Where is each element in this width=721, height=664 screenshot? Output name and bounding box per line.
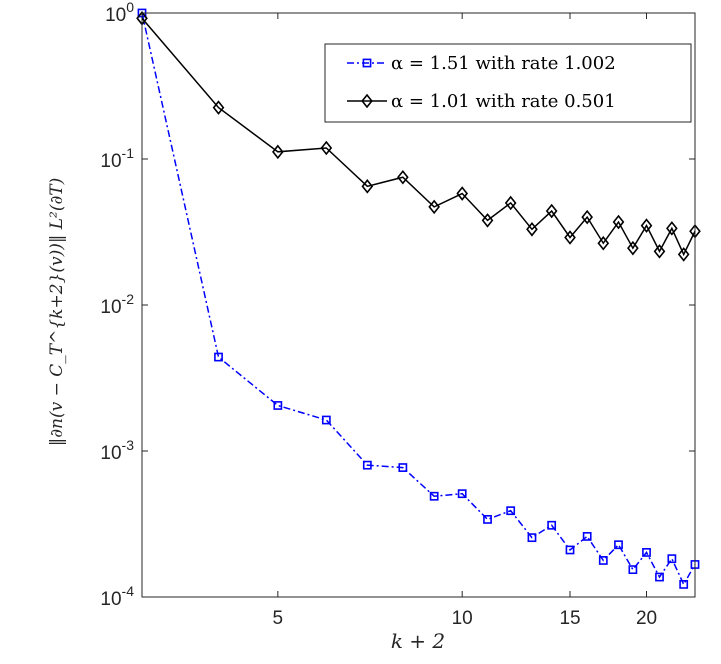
- data-point: [456, 186, 469, 201]
- data-point: [666, 221, 678, 236]
- data-point: [667, 554, 677, 564]
- legend-label: α = 1.01 with rate 0.501: [391, 91, 616, 112]
- data-point: [582, 532, 592, 541]
- series-line: [141, 17, 696, 257]
- data-point: [273, 401, 283, 410]
- data-point: [320, 140, 333, 156]
- data-point: [483, 515, 492, 524]
- data-point: [614, 540, 623, 550]
- data-point: [640, 218, 653, 233]
- y-tick-label: 10-4: [100, 583, 134, 610]
- data-point: [481, 213, 494, 228]
- x-tick-label: 10: [452, 608, 473, 629]
- data-point: [398, 463, 408, 472]
- x-tick-label: 5: [273, 608, 284, 629]
- data-point: [547, 520, 557, 530]
- legend-entry-2: α = 1.01 with rate 0.501: [347, 91, 616, 112]
- data-point: [627, 240, 639, 256]
- data-point: [612, 214, 625, 230]
- y-tick-label: 10-2: [100, 291, 134, 318]
- x-tick-label: 20: [636, 608, 657, 629]
- y-tick-label: 100: [105, 0, 134, 26]
- data-point: [655, 572, 664, 582]
- y-tick-label: 10-1: [100, 145, 134, 172]
- series-line: [141, 12, 696, 587]
- legend-marker: [362, 58, 372, 68]
- data-point: [564, 230, 576, 245]
- y-axis-label: ‖∂n(v − C_T^{k+2}(v))‖ L²(∂T): [47, 178, 67, 447]
- data-point: [565, 545, 575, 555]
- data-point: [397, 169, 409, 185]
- data-point: [272, 144, 284, 160]
- data-point: [362, 460, 372, 470]
- legend-label: α = 1.51 with rate 1.002: [391, 53, 616, 74]
- y-tick-label: 10-3: [100, 437, 134, 464]
- data-point: [581, 209, 593, 225]
- data-point: [679, 579, 689, 589]
- data-point: [653, 244, 666, 259]
- data-point: [214, 352, 223, 362]
- data-point: [628, 565, 638, 575]
- data-point: [504, 195, 517, 211]
- data-point: [545, 203, 558, 219]
- legend-entry-1: α = 1.51 with rate 1.002: [347, 53, 616, 74]
- data-point: [526, 222, 538, 237]
- data-point: [321, 415, 331, 425]
- x-axis-label: k + 2: [391, 629, 445, 653]
- data-point: [597, 235, 610, 251]
- legend-box: [324, 43, 692, 123]
- data-point: [527, 533, 537, 543]
- data-point: [429, 491, 439, 501]
- data-point: [506, 506, 516, 516]
- data-point: [598, 556, 608, 565]
- data-point: [677, 247, 690, 262]
- data-point: [642, 548, 651, 557]
- data-point: [212, 100, 225, 115]
- data-point: [457, 489, 467, 499]
- x-tick-label: 15: [559, 608, 580, 629]
- series-2: [136, 11, 701, 262]
- data-point: [361, 179, 374, 194]
- data-point: [428, 199, 440, 215]
- legend-marker: [361, 93, 373, 109]
